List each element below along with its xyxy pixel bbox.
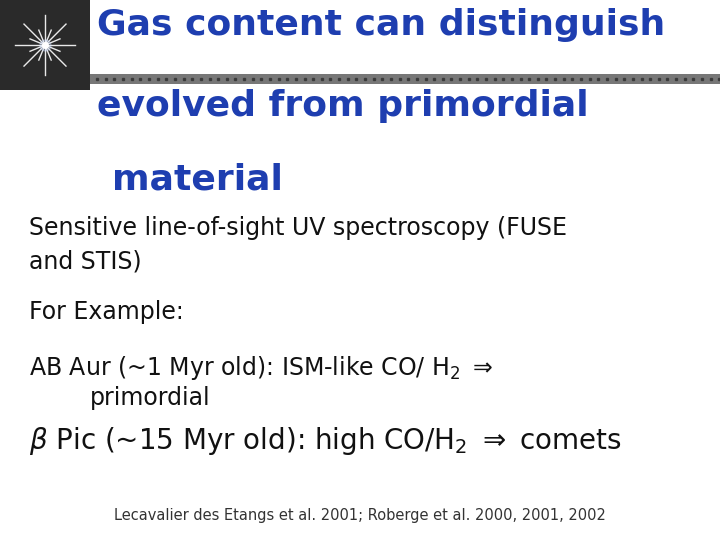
Text: For Example:: For Example: <box>29 300 184 323</box>
FancyBboxPatch shape <box>0 0 90 90</box>
Text: primordial: primordial <box>90 386 211 410</box>
Text: evolved from primordial: evolved from primordial <box>97 89 589 123</box>
Text: Sensitive line-of-sight UV spectroscopy (FUSE: Sensitive line-of-sight UV spectroscopy … <box>29 216 567 240</box>
Text: AB Aur (~1 Myr old): ISM-like CO/ H$_2$ $\Rightarrow$: AB Aur (~1 Myr old): ISM-like CO/ H$_2$ … <box>29 354 493 382</box>
Text: Gas content can distinguish: Gas content can distinguish <box>97 8 665 42</box>
Text: $\beta$ Pic (~15 Myr old): high CO/H$_2$ $\Rightarrow$ comets: $\beta$ Pic (~15 Myr old): high CO/H$_2$… <box>29 425 622 457</box>
Text: material: material <box>112 162 282 196</box>
Text: and STIS): and STIS) <box>29 249 141 273</box>
Text: Lecavalier des Etangs et al. 2001; Roberge et al. 2000, 2001, 2002: Lecavalier des Etangs et al. 2001; Rober… <box>114 508 606 523</box>
FancyBboxPatch shape <box>90 74 720 84</box>
